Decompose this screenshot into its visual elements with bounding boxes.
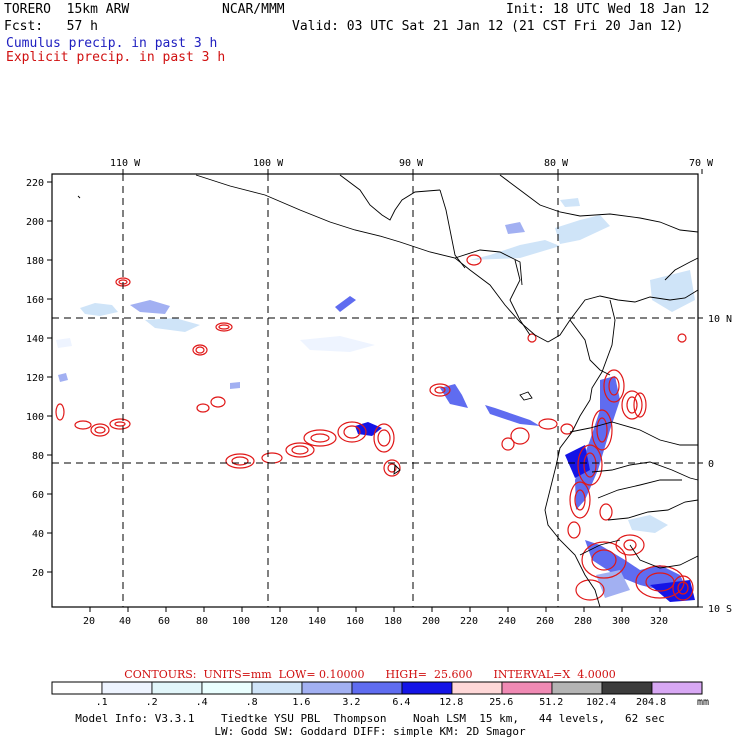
lat-label-0: 0 xyxy=(708,459,714,470)
colorbar-label: .2 xyxy=(145,697,158,708)
y-tick-200: 200 xyxy=(26,217,44,228)
x-tick-300: 300 xyxy=(612,616,630,627)
y-tick-180: 180 xyxy=(26,256,44,267)
lon-label-70w: 70 W xyxy=(689,158,714,169)
colorbar-label: .1 xyxy=(95,697,108,708)
colorbar-cell xyxy=(301,681,353,695)
organization: NCAR/MMM xyxy=(222,2,285,17)
colorbar-label: 102.4 xyxy=(586,697,617,708)
y-tick-20: 20 xyxy=(32,568,44,579)
init-time: Init: 18 UTC Wed 18 Jan 12 xyxy=(506,2,710,17)
y-tick-220: 220 xyxy=(26,178,44,189)
x-tick-80: 80 xyxy=(196,616,208,627)
lon-label-90w: 90 W xyxy=(399,158,424,169)
colorbar-cell xyxy=(451,681,503,695)
colorbar-cell xyxy=(501,681,553,695)
x-tick-260: 260 xyxy=(536,616,554,627)
model-title: TORERO 15km ARW xyxy=(4,2,130,17)
x-tick-180: 180 xyxy=(384,616,402,627)
colorbar-label: 25.6 xyxy=(489,697,514,708)
colorbar-unit: mm xyxy=(697,697,710,708)
x-tick-280: 280 xyxy=(574,616,592,627)
x-tick-140: 140 xyxy=(308,616,326,627)
cumulus-legend: Cumulus precip. in past 3 h xyxy=(6,36,218,51)
lon-label-110w: 110 W xyxy=(110,158,141,169)
colorbar-cell xyxy=(251,681,303,695)
frame-ticks xyxy=(47,169,703,612)
y-tick-100: 100 xyxy=(26,412,44,423)
x-tick-220: 220 xyxy=(460,616,478,627)
lat-label-10n: 10 N xyxy=(708,314,732,325)
colorbar-label: 51.2 xyxy=(539,697,564,708)
model-info-line2: LW: Godd SW: Goddard DIFF: simple KM: 2D… xyxy=(214,725,526,738)
map-frame xyxy=(51,173,699,608)
colorbar-label: .8 xyxy=(245,697,258,708)
model-info-line1: Model Info: V3.3.1 Tiedtke YSU PBL Thomp… xyxy=(75,712,665,725)
y-tick-40: 40 xyxy=(32,529,44,540)
colorbar-label: 204.8 xyxy=(636,697,667,708)
colorbar-cell xyxy=(51,681,103,695)
x-tick-120: 120 xyxy=(270,616,288,627)
lat-label-10s: 10 S xyxy=(708,604,732,615)
y-tick-80: 80 xyxy=(32,451,44,462)
x-tick-160: 160 xyxy=(346,616,364,627)
colorbar-label: 3.2 xyxy=(342,697,361,708)
colorbar-cell xyxy=(651,681,703,695)
colorbar-label: 12.8 xyxy=(439,697,464,708)
colorbar-cell xyxy=(101,681,153,695)
colorbar xyxy=(51,681,703,695)
colorbar-cell xyxy=(151,681,203,695)
x-tick-60: 60 xyxy=(158,616,170,627)
colorbar-cell xyxy=(401,681,453,695)
y-tick-60: 60 xyxy=(32,490,44,501)
graticule xyxy=(52,174,698,607)
y-tick-120: 120 xyxy=(26,373,44,384)
x-tick-320: 320 xyxy=(650,616,668,627)
colorbar-cell xyxy=(551,681,603,695)
coastlines xyxy=(77,174,699,608)
valid-time: Valid: 03 UTC Sat 21 Jan 12 (21 CST Fri … xyxy=(292,19,684,34)
colorbar-label: .4 xyxy=(195,697,208,708)
colorbar-cell xyxy=(601,681,653,695)
y-tick-160: 160 xyxy=(26,295,44,306)
colorbar-label: 1.6 xyxy=(292,697,311,708)
x-tick-20: 20 xyxy=(83,616,95,627)
cumulus-precip-areas xyxy=(56,198,695,602)
colorbar-cell xyxy=(351,681,403,695)
lon-label-100w: 100 W xyxy=(253,158,284,169)
colorbar-label: 6.4 xyxy=(392,697,411,708)
y-tick-140: 140 xyxy=(26,334,44,345)
x-tick-100: 100 xyxy=(232,616,250,627)
forecast-hour: Fcst: 57 h xyxy=(4,19,98,34)
lon-label-80w: 80 W xyxy=(544,158,569,169)
x-tick-200: 200 xyxy=(422,616,440,627)
contours-info: CONTOURS: UNITS=mm LOW= 0.10000 HIGH= 25… xyxy=(124,668,616,681)
x-tick-40: 40 xyxy=(119,616,131,627)
explicit-legend: Explicit precip. in past 3 h xyxy=(6,50,226,65)
colorbar-cell xyxy=(201,681,253,695)
x-tick-240: 240 xyxy=(498,616,516,627)
